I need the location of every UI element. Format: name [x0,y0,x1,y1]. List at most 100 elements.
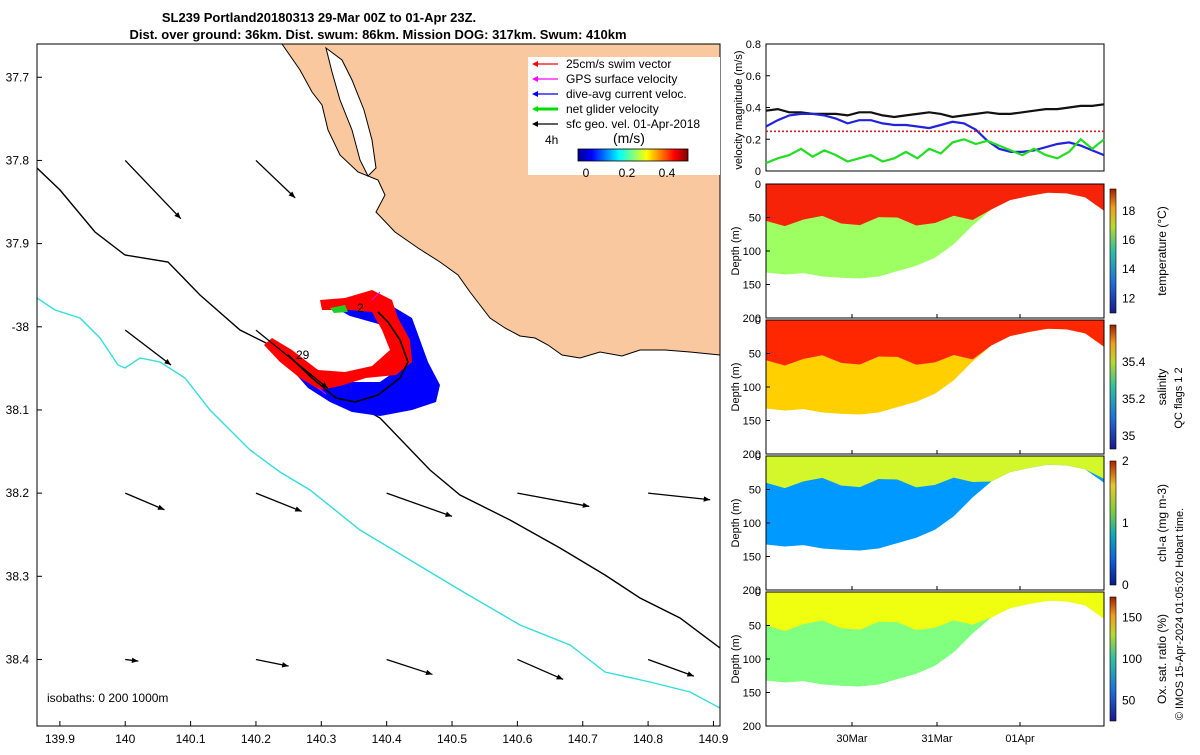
section-upper-layer [766,320,1104,366]
legend-arrowhead [532,106,538,112]
map-x-axis: 139.9 140 140.1 140.2 140.3 140.4 140.5 140.6 14… [45,721,729,746]
velocity-y-axis: 0 0.2 0.4 0.6 0.8 [746,39,770,178]
geo-velocity-vector [255,492,302,513]
section-y-tick-label: 0 [755,315,761,327]
title-line1: SL239 Portland20180313 29-Mar 00Z to 01-… [162,10,476,25]
section-upper-layer [766,184,1104,227]
map-x-tick-label: 140.7 [568,732,598,746]
section-y-tick-label: 150 [743,688,761,700]
geo-velocity-arrowhead [703,496,711,502]
geo-velocity-arrowhead [131,657,139,664]
qc-flags-label: QC flags 1 2 [1173,367,1185,428]
map-y-tick-label: 37.7 [6,70,30,84]
geo-velocity-arrowhead [288,191,296,198]
geo-velocity-arrowhead [425,669,433,676]
geo-velocity-arrowhead [281,662,289,668]
geo-velocity-arrowhead [556,674,564,680]
legend-arrowhead [532,121,538,127]
section-colorbar-tick: 1 [1122,516,1129,530]
geo-velocity-vector [386,658,433,676]
geo-velocity-vector [386,492,453,518]
geo-velocity-arrowhead [294,506,302,512]
section-ylabel: Depth (m) [730,363,742,412]
section-y-tick-label: 100 [743,382,761,394]
geo-velocity-arrowhead [321,382,328,389]
section-colorbar-label: salinity [1155,369,1169,406]
section-colorbar-tick: 35.2 [1122,392,1146,406]
section-colorbar-tick: 14 [1122,262,1136,276]
section-upper-layer [766,592,1104,631]
time-tick: 31Mar [921,733,953,745]
legend-arrowhead [532,76,538,82]
legend-label: net glider velocity [566,102,659,116]
section-panel: 0 50 100 150 200 Depth (m) 35 35.2 35.4 salinity [730,315,1169,461]
map-x-tick-label: 140.3 [306,732,336,746]
colorbar-title: (m/s) [613,130,645,146]
map-x-tick-label: 140.8 [633,732,663,746]
section-y-tick-label: 100 [743,654,761,666]
section-colorbar [1109,188,1117,314]
geo-velocity-vector [124,329,172,366]
legend-label: dive-avg current veloc. [566,87,687,101]
velocity-y-tick-label: 0.2 [746,134,761,146]
map-y-tick-label: 38.2 [6,486,30,500]
section-panel: 0 50 100 150 200 Depth (m) 12 14 16 18 temperature… [730,179,1169,325]
legend-arrowhead [532,61,538,67]
geo-velocity-arrowhead [445,511,453,517]
colorbar-tick: 0.2 [619,166,636,180]
track-label-end: 2 [357,301,364,315]
velocity-line [765,137,1105,165]
imos-credit: © IMOS 15-Apr-2024 01:05:02 Hobart time. [1174,508,1186,720]
section-y-tick-label: 100 [743,246,761,258]
section-ylabel: Depth (m) [730,499,742,548]
section-y-tick-label: 150 [743,280,761,292]
geo-velocity-vector [647,658,695,677]
section-colorbar-tick: 35 [1122,429,1136,443]
section-y-tick-label: 150 [743,416,761,428]
map-x-tick-label: 140.2 [241,732,271,746]
track-swim-vector [264,290,412,390]
geo-velocity-vector [124,159,182,220]
section-colorbar-tick: 50 [1122,693,1136,707]
map-frame [36,43,721,727]
section-colorbar [1109,324,1117,450]
velocity-y-tick-label: 0.6 [746,71,761,83]
section-colorbar-label: temperature (°C) [1155,206,1169,296]
section-y-tick-label: 50 [749,349,761,361]
lake [325,46,377,177]
section-y-tick-label: 50 [749,621,761,633]
colorbar-tick: 0 [583,166,590,180]
section-y-tick-label: 0 [755,179,761,191]
isobaths-note: isobaths: 0 200 1000m [47,691,168,705]
geo-velocity-arrowhead [157,504,165,510]
track-net-glider [330,305,348,313]
section-colorbar-tick: 150 [1122,611,1142,625]
geo-velocity-vector [124,492,165,511]
section-colorbar-tick: 18 [1122,204,1136,218]
section-y-tick-label: 50 [749,485,761,497]
legend-label: sfc geo. vel. 01-Apr-2018 [566,117,700,131]
velocity-line [765,103,1105,119]
section-y-tick-label: 200 [743,585,761,597]
section-panel: 0 50 100 150 200 Depth (m) 0 1 2 chl-a (mg m-3) [730,451,1169,597]
map-panel: 29 2 139.9 140 140.1 140.2 140.3 140.4 140.5 14… [6,43,729,746]
section-colorbar [1109,460,1117,586]
map-x-tick-label: 140.1 [176,732,206,746]
isobath-1000m [37,297,720,709]
geo-velocity-vector [517,658,564,681]
map-x-tick-label: 140 [115,732,135,746]
section-upper-layer [766,456,1104,489]
legend-arrowhead [532,91,538,97]
velocity-y-tick-label: 0 [755,166,761,178]
velocity-panel: 0 0.2 0.4 0.6 0.8 velocity magnitude (m/s) [733,39,1105,178]
time-axis: 30Mar 31Mar 01Apr [836,733,1035,745]
map-y-tick-label: 37.8 [6,153,30,167]
velocity-line [765,112,1105,157]
legend-label: 25cm/s swim vector [566,57,671,71]
section-y-tick-label: 200 [743,313,761,325]
section-y-tick-label: 200 [743,721,761,733]
velocity-y-tick-label: 0.4 [746,103,761,115]
